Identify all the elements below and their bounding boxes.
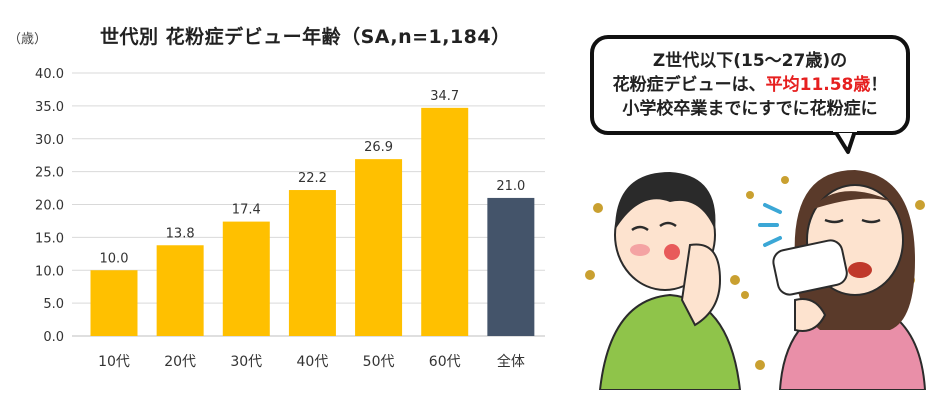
y-tick-label: 25.0 — [35, 166, 64, 181]
x-tick-label: 40代 — [297, 354, 329, 370]
sneezing-boy-figure — [598, 172, 742, 390]
y-tick-label: 5.0 — [43, 297, 64, 312]
bar — [90, 270, 138, 336]
callout-line-1: Z世代以下(15～27歳)の — [652, 51, 848, 71]
bar — [222, 221, 270, 336]
hay-fever-illustration — [585, 170, 927, 390]
bar — [156, 245, 204, 336]
x-tick-label: 10代 — [98, 354, 130, 370]
y-tick-label: 20.0 — [35, 199, 64, 214]
x-tick-label: 20代 — [164, 354, 196, 370]
bar — [288, 190, 336, 336]
y-tick-label: 40.0 — [35, 67, 64, 82]
callout-line-2-prefix: 花粉症デビューは、 — [612, 75, 766, 95]
y-tick-label: 0.0 — [43, 330, 64, 345]
y-tick-label: 35.0 — [35, 100, 64, 115]
callout-average-age: 平均11.58歳 — [765, 75, 871, 95]
x-tick-label: 全体 — [497, 353, 525, 370]
bar — [355, 159, 403, 336]
data-label: 34.7 — [430, 89, 459, 104]
data-label: 17.4 — [232, 203, 261, 218]
chart-title: 世代別 花粉症デビュー年齢（SA,n=1,184） — [100, 26, 511, 48]
data-label: 21.0 — [496, 179, 525, 194]
y-tick-label: 10.0 — [35, 264, 64, 279]
callout-line-2: 花粉症デビューは、平均11.58歳！ — [594, 73, 906, 97]
bar — [421, 107, 469, 336]
bar — [487, 197, 535, 336]
y-axis-unit: （歳） — [8, 32, 48, 47]
sneeze-lines-icon — [758, 203, 782, 247]
x-tick-label: 60代 — [429, 354, 461, 370]
y-tick-label: 30.0 — [35, 133, 64, 148]
chart-canvas: 0.0 5.0 10.0 15.0 20.0 25.0 30.0 35.0 40.0 10.0 10… — [35, 67, 545, 370]
masked-woman-figure — [772, 170, 927, 390]
callout-line-2-suffix: ！ — [870, 75, 888, 95]
data-label: 13.8 — [166, 226, 195, 241]
callout-line-3: 小学校卒業までにすでに花粉症に — [622, 99, 878, 119]
x-tick-label: 50代 — [363, 354, 395, 370]
data-label: 10.0 — [100, 251, 129, 266]
data-label: 22.2 — [298, 171, 327, 186]
x-tick-label: 30代 — [230, 354, 262, 370]
y-tick-label: 15.0 — [35, 231, 64, 246]
speech-bubble: Z世代以下(15～27歳)の 花粉症デビューは、平均11.58歳！ 小学校卒業ま… — [590, 35, 910, 135]
bar-chart: （歳） 世代別 花粉症デビュー年齢（SA,n=1,184） 0.0 5.0 10.0… — [8, 26, 545, 370]
data-label: 26.9 — [364, 140, 393, 155]
